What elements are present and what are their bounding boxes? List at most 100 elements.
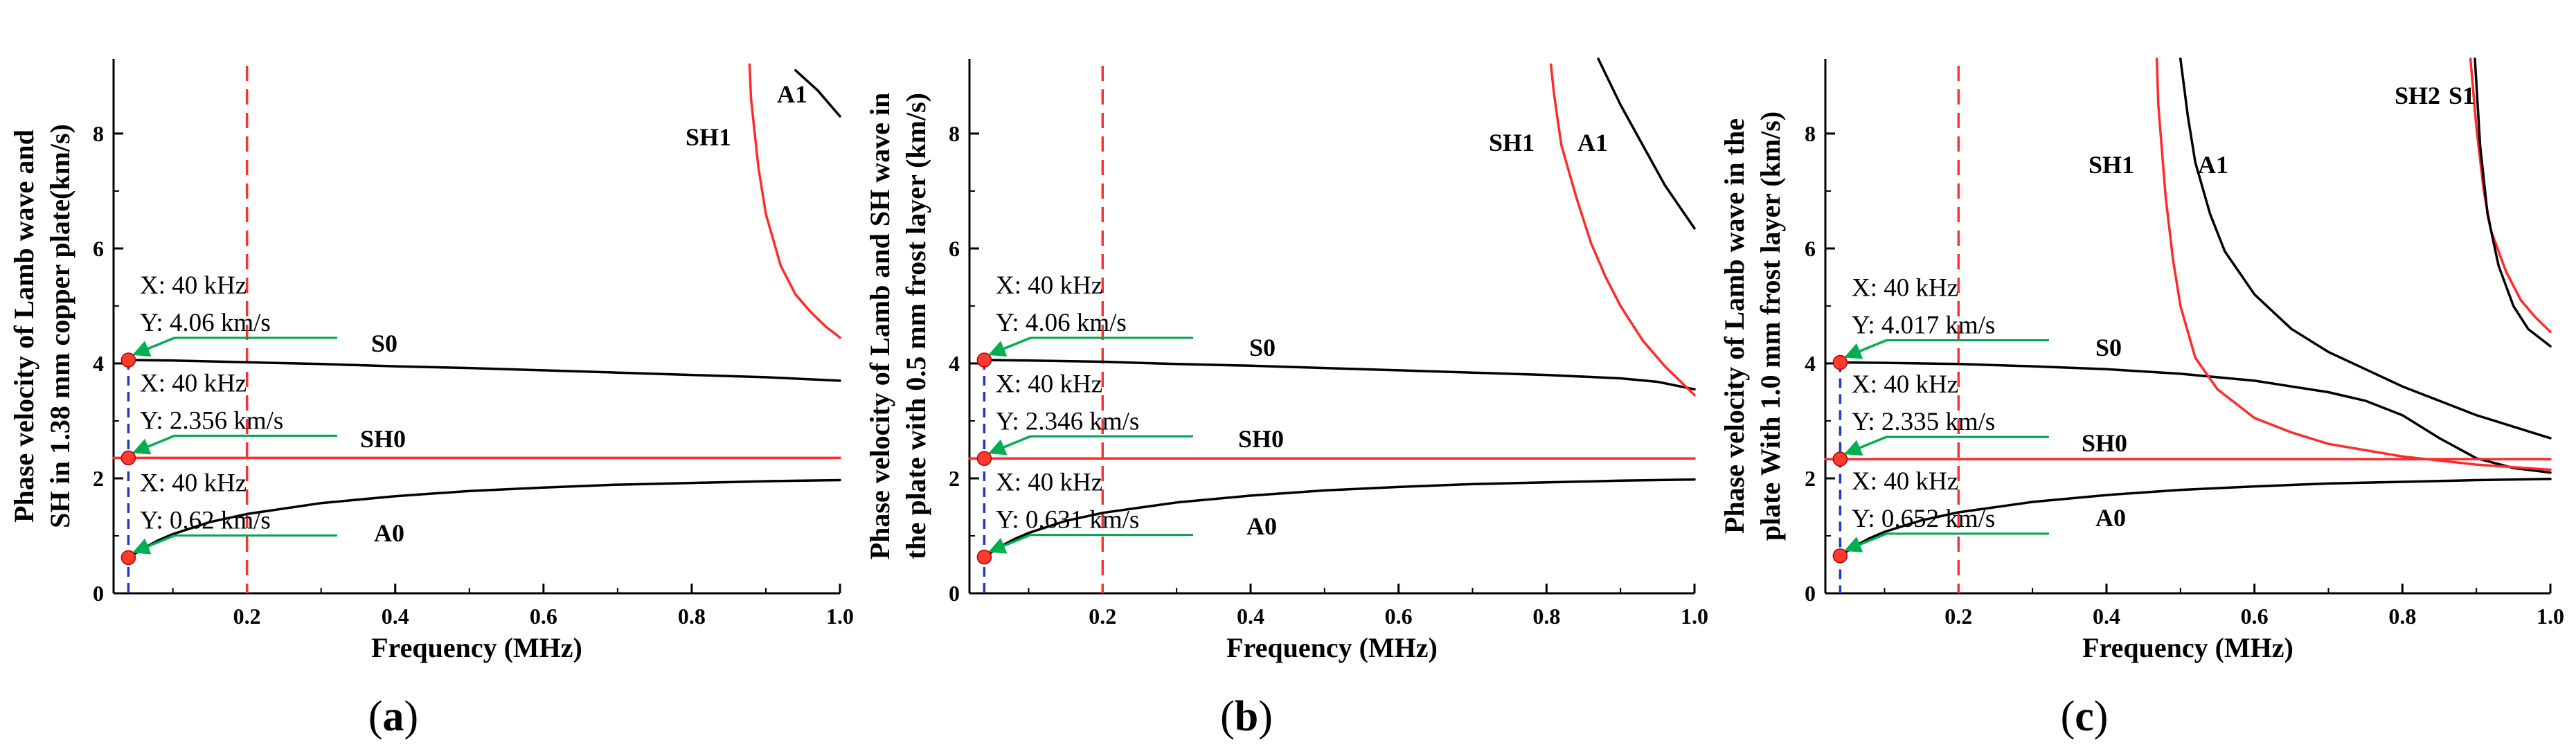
y-tick-label: 4 [93, 351, 104, 376]
x-tick-label: 0.2 [1944, 604, 1972, 629]
series-a0 [127, 478, 841, 559]
data-point-marker [976, 352, 992, 368]
annotation-y-label: Y: 4.06 km/s [996, 309, 1127, 337]
annotation-x-label: X: 40 kHz [140, 469, 247, 498]
annotation-y-label: Y: 4.06 km/s [140, 309, 271, 337]
y-axis-title-line-1: Phase velocity of Lamb and SH wave in [864, 93, 895, 559]
annotation-x-label: X: 40 kHz [1852, 370, 1958, 399]
annotation-arrow [1844, 339, 1887, 359]
y-tick-label: 0 [93, 581, 104, 606]
mode-label-sh2: SH2 [2395, 82, 2440, 109]
annotation-y-label: Y: 0.652 km/s [1852, 505, 1995, 533]
mode-label-a0: A0 [374, 519, 404, 547]
y-axis-title-line-2: the plate with 0.5 mm frost layer (km/s) [900, 93, 931, 559]
annotation-y-label: Y: 0.62 km/s [140, 507, 271, 535]
data-point-marker [976, 549, 992, 565]
series-s0 [127, 359, 841, 382]
series-sh2 [2469, 57, 2552, 334]
data-point-marker [1832, 548, 1848, 564]
x-tick-label: 1.0 [1681, 604, 1708, 629]
mode-label-a0: A0 [2095, 504, 2126, 532]
y-axis-title-line-2: SH in 1.38 mm copper plate(km/s) [44, 124, 75, 528]
annotation-x-label: X: 40 kHz [996, 271, 1102, 300]
panel-label-b: (b) [1220, 693, 1273, 740]
y-tick-label: 4 [949, 351, 960, 376]
x-tick-label: 0.4 [2093, 604, 2120, 629]
annotation-arrow [132, 534, 175, 555]
annotation-x-label: X: 40 kHz [996, 469, 1102, 497]
x-tick-label: 1.0 [826, 604, 854, 629]
x-tick-label: 0.8 [2388, 604, 2416, 629]
data-point-marker [120, 550, 136, 566]
y-axis-title-line-1: Phase velocity of Lamb wave and [8, 129, 39, 523]
annotation-arrow [988, 435, 1031, 456]
annotation-arrow [1844, 435, 1887, 456]
y-axis-title-line-1: Phase velocity of Lamb wave in the [1719, 118, 1750, 534]
y-tick-label: 8 [93, 121, 104, 146]
x-tick-label: 1.0 [2537, 604, 2564, 629]
annotation-arrow [988, 534, 1031, 554]
mode-label-a1: A1 [2198, 151, 2228, 179]
y-tick-label: 4 [1805, 351, 1816, 376]
mode-label-sh0: SH0 [360, 425, 406, 453]
series-sh1 [748, 63, 841, 339]
x-tick-label: 0.8 [1532, 604, 1560, 629]
y-tick-label: 2 [949, 466, 960, 491]
annotation-x-label: X: 40 kHz [140, 271, 247, 300]
series-a1 [1597, 57, 1696, 230]
panel-c: 0 2 4 6 8 0.2 0.4 0.6 0.8 1.0 Frequency (MHz) Phase… [1719, 57, 2564, 740]
mode-label-sh1: SH1 [1489, 129, 1535, 156]
panel-a: 0 2 4 6 8 0.2 0.4 0.6 0.8 1.0 Frequency (MHz) Phase… [8, 59, 854, 740]
data-point-marker [976, 451, 992, 467]
annotation-x-label: X: 40 kHz [996, 370, 1102, 398]
mode-label-s0: S0 [371, 330, 397, 357]
mode-label-sh0: SH0 [2082, 429, 2127, 457]
y-tick-label: 8 [1805, 121, 1816, 146]
x-axis-title: Frequency (MHz) [2082, 632, 2293, 663]
annotation-x-label: X: 40 kHz [140, 369, 247, 397]
y-tick-label: 2 [1805, 466, 1816, 491]
x-tick-label: 0.6 [530, 604, 557, 629]
annotation-arrow [132, 434, 175, 455]
y-tick-label: 2 [93, 466, 104, 491]
panel-label-c: (c) [2061, 693, 2109, 740]
annotation-x-label: X: 40 kHz [1852, 467, 1958, 496]
annotation-x-label: X: 40 kHz [1852, 274, 1958, 303]
y-tick-label: 6 [949, 236, 960, 261]
series-a0 [983, 478, 1696, 559]
panel-b: 0 2 4 6 8 0.2 0.4 0.6 0.8 1.0 Frequency (MHz) Phase… [864, 57, 1708, 740]
x-tick-label: 0.2 [1089, 604, 1116, 629]
annotation-arrow [132, 336, 175, 357]
annotation-y-label: Y: 2.356 km/s [140, 406, 283, 435]
series-s1 [2474, 57, 2552, 348]
data-point-marker [1832, 451, 1848, 467]
mode-label-s0: S0 [2095, 334, 2122, 361]
series-sh1 [2155, 57, 2552, 471]
y-tick-label: 0 [949, 581, 960, 606]
annotation-y-label: Y: 0.631 km/s [996, 506, 1139, 534]
mode-label-a1: A1 [777, 80, 807, 108]
mode-label-sh0: SH0 [1238, 425, 1284, 453]
data-point-marker [120, 450, 136, 466]
panel-label-a: (a) [368, 693, 418, 740]
y-tick-label: 0 [1805, 581, 1816, 606]
x-tick-label: 0.8 [678, 604, 706, 629]
series-a0 [1839, 478, 2552, 557]
data-point-marker [120, 352, 136, 368]
x-axis-title: Frequency (MHz) [371, 632, 582, 663]
mode-label-a1: A1 [1577, 129, 1608, 156]
mode-label-s0: S0 [1249, 334, 1276, 361]
y-axis-title-line-2: plate With 1.0 mm frost layer (km/s) [1755, 111, 1786, 541]
mode-label-a0: A0 [1246, 512, 1277, 540]
x-axis-title: Frequency (MHz) [1226, 632, 1438, 663]
annotation-y-label: Y: 2.335 km/s [1852, 408, 1995, 436]
x-tick-label: 0.4 [382, 604, 409, 629]
annotation-arrow [1844, 532, 1887, 552]
y-tick-label: 6 [1805, 236, 1816, 261]
series-sh1 [1549, 63, 1696, 397]
mode-label-sh1: SH1 [686, 123, 731, 151]
annotation-y-label: Y: 4.017 km/s [1852, 312, 1995, 340]
mode-label-s1: S1 [2449, 82, 2475, 109]
series-a1 [794, 69, 841, 118]
x-tick-label: 0.4 [1237, 604, 1264, 629]
